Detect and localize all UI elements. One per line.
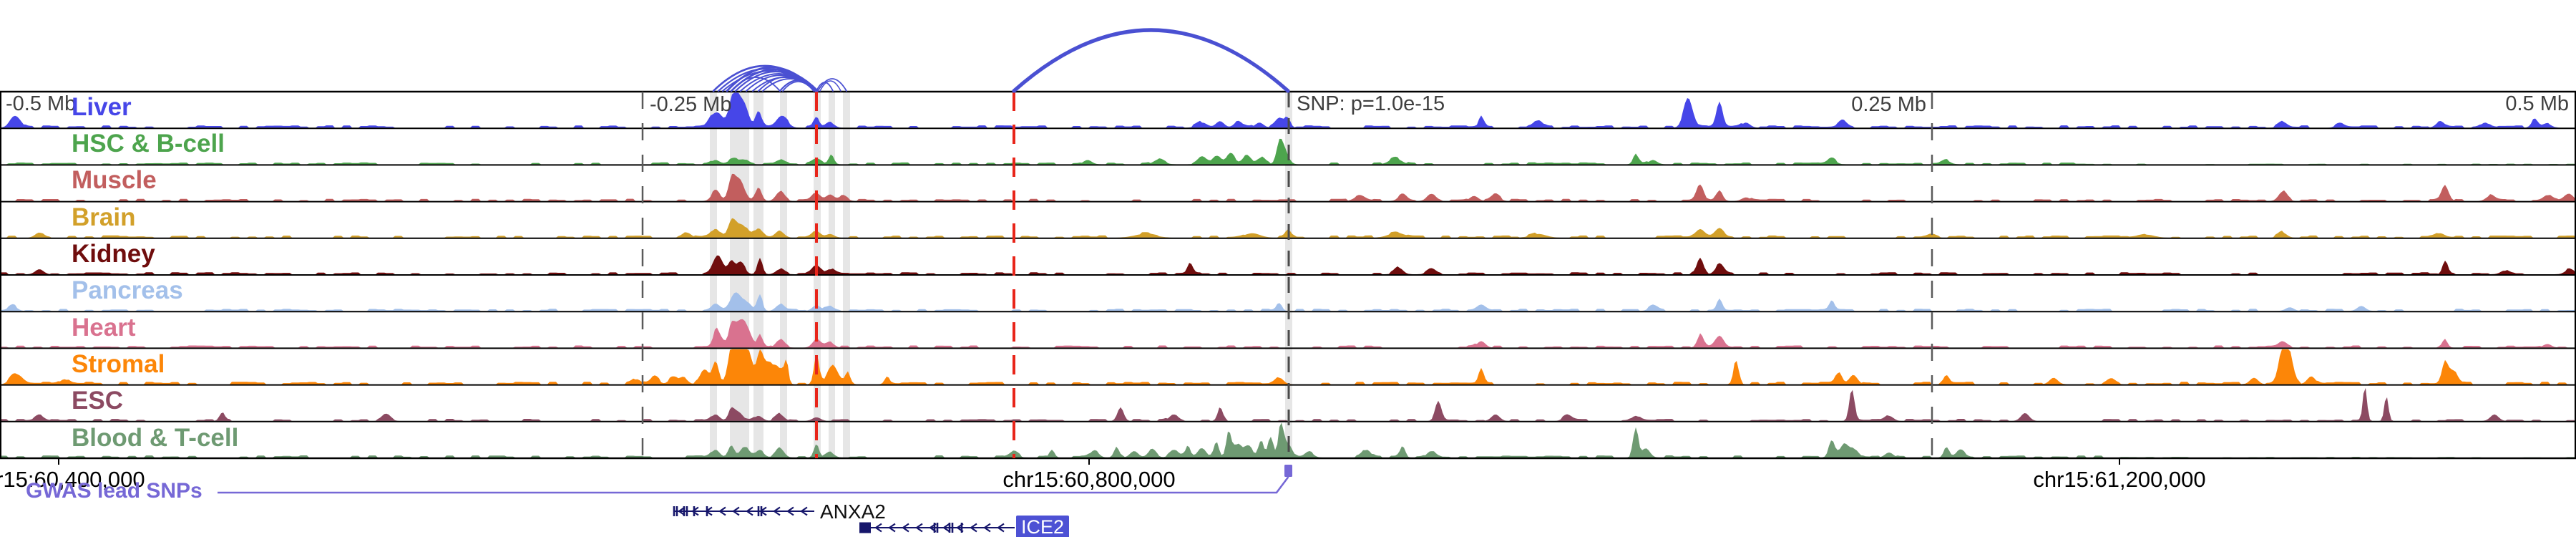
axis-label-minus-05mb: -0.5 Mb	[6, 92, 77, 115]
track-label-kidney: Kidney	[72, 240, 155, 268]
gene-label-anxa2: ANXA2	[820, 500, 886, 523]
interaction-arc	[819, 80, 841, 92]
strand-arrow-icon	[970, 523, 977, 533]
track-label-brain: Brain	[72, 203, 136, 231]
track-label-muscle: Muscle	[72, 166, 157, 194]
axis-label-plus-05mb: 0.5 Mb	[2505, 92, 2569, 115]
strand-arrow-icon	[746, 506, 753, 516]
track-label-stromal: Stromal	[72, 350, 165, 378]
strand-arrow-icon	[888, 523, 896, 533]
gwas-callout-line	[218, 476, 1289, 494]
interaction-arc	[817, 78, 847, 92]
gwas-snp-marker[interactable]	[1284, 465, 1292, 477]
strand-arrow-icon	[874, 523, 882, 533]
strand-arrow-icon	[915, 523, 923, 533]
strand-arrow-icon	[902, 523, 909, 533]
exon-box	[859, 522, 871, 533]
gwas-lead-snps-label: GWAS lead SNPs	[26, 479, 203, 503]
strand-arrow-icon	[678, 506, 686, 516]
strand-arrow-icon	[732, 506, 740, 516]
strand-arrow-icon	[997, 523, 1005, 533]
strand-arrow-icon	[942, 523, 950, 533]
strand-arrow-icon	[800, 506, 808, 516]
coordinate-label-60800000: chr15:60,800,000	[1002, 467, 1176, 492]
axis-label-plus-025mb: 0.25 Mb	[1851, 93, 1926, 116]
interaction-arc	[1012, 28, 1290, 93]
interaction-arc	[731, 77, 781, 92]
strand-arrow-icon	[983, 523, 991, 533]
interaction-arc	[782, 81, 814, 92]
strand-arrow-icon	[773, 506, 781, 516]
strand-arrow-icon	[691, 506, 699, 516]
coordinate-label-61200000: chr15:61,200,000	[2033, 467, 2206, 492]
snp-pvalue-label: SNP: p=1.0e-15	[1297, 92, 1445, 115]
interaction-arc	[779, 79, 818, 92]
track-label-esc: ESC	[72, 387, 123, 415]
interaction-arc	[758, 76, 816, 92]
track-label-heart: Heart	[72, 314, 136, 342]
axis-label-minus-025mb: -0.25 Mb	[650, 93, 732, 116]
gene-label-ice2[interactable]: ICE2	[1016, 516, 1070, 537]
track-label-hsc-bcell: HSC & B-cell	[72, 130, 225, 158]
coordinate-label-60400000: chr15:60,400,000	[0, 467, 145, 492]
strand-arrow-icon	[718, 506, 726, 516]
track-label-blood-tcell: Blood & T-cell	[72, 424, 239, 452]
strand-arrow-icon	[786, 506, 794, 516]
track-label-pancreas: Pancreas	[72, 276, 183, 304]
track-label-liver: Liver	[72, 93, 132, 121]
